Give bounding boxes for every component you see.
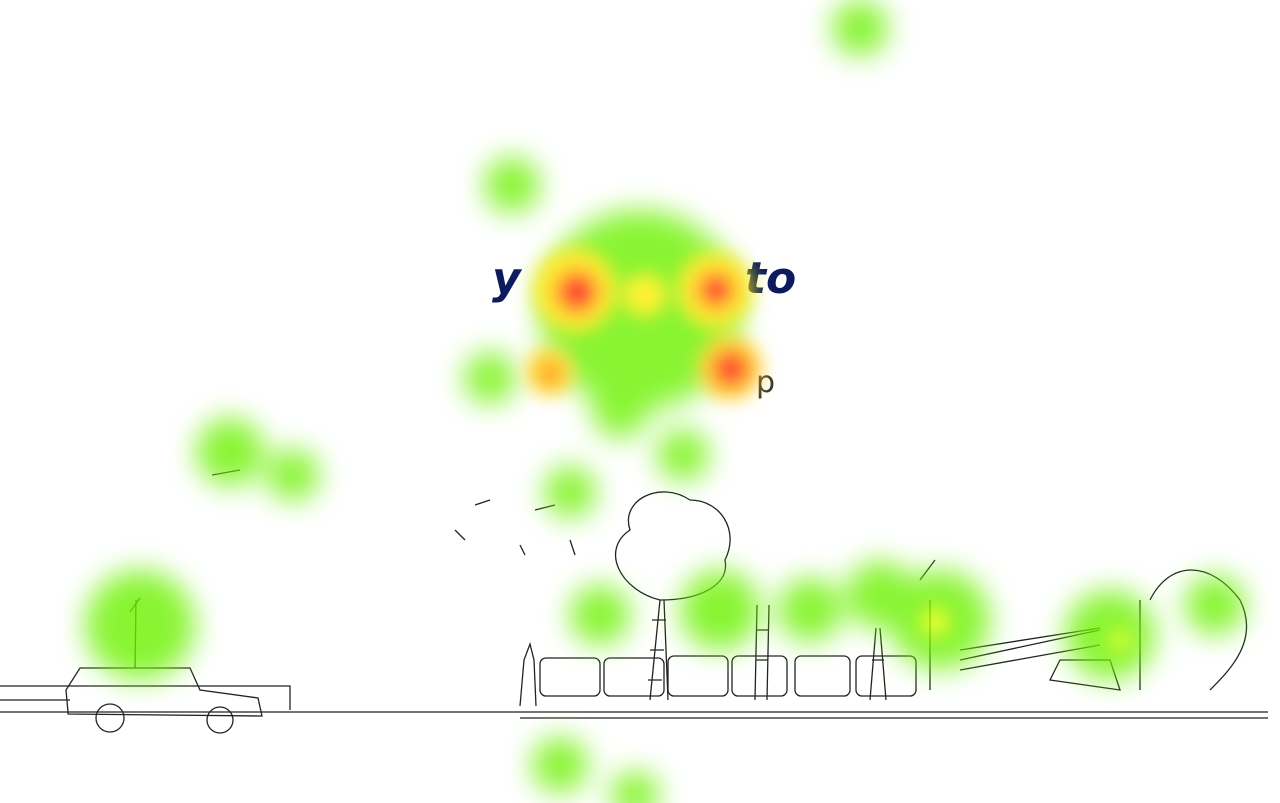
street-illustration	[0, 469, 1268, 734]
heading-fragment: to	[745, 253, 796, 304]
heatmap-overlay	[85, 0, 1245, 803]
heading-fragment: y	[492, 253, 523, 304]
